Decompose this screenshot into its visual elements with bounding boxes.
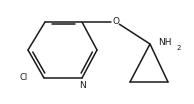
Text: Cl: Cl <box>20 74 28 82</box>
Text: NH: NH <box>158 38 171 47</box>
Text: 2: 2 <box>176 45 181 51</box>
Text: O: O <box>113 17 120 27</box>
Text: N: N <box>79 81 85 90</box>
